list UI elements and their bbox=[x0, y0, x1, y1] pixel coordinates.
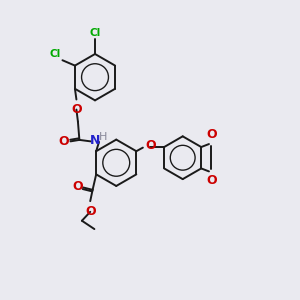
Text: O: O bbox=[146, 139, 157, 152]
Text: Cl: Cl bbox=[89, 28, 100, 38]
Text: O: O bbox=[58, 135, 69, 148]
Text: Cl: Cl bbox=[50, 49, 61, 59]
Text: O: O bbox=[72, 180, 83, 193]
Text: H: H bbox=[99, 132, 107, 142]
Text: N: N bbox=[90, 134, 100, 147]
Text: O: O bbox=[207, 174, 217, 187]
Text: O: O bbox=[85, 205, 95, 218]
Text: O: O bbox=[207, 128, 217, 141]
Text: O: O bbox=[71, 103, 82, 116]
